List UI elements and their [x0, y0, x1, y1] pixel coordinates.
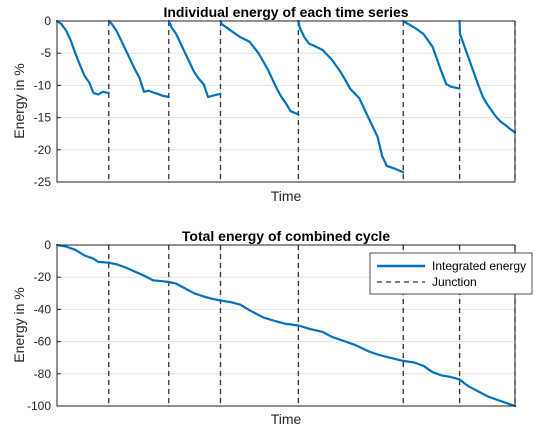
bottom-axes-box	[56, 244, 516, 407]
top-series	[55, 19, 517, 174]
bottom-chart-title: Total energy of combined cycle	[182, 228, 390, 244]
bottom-panel: Total energy of combined cycle -100 -80 -6…	[11, 228, 533, 427]
top-panel: Individual energy of each time series -2…	[11, 4, 517, 204]
y-tick-label: -100	[27, 399, 51, 413]
y-tick-label: 0	[44, 238, 51, 252]
energy-series-line	[458, 19, 517, 134]
energy-series-line	[167, 19, 222, 99]
legend-label-integrated-energy: Integrated energy	[432, 259, 526, 273]
y-tick-label: -10	[34, 78, 52, 92]
bottom-y-label: Energy in %	[11, 287, 27, 362]
bottom-series	[55, 243, 517, 408]
legend: Integrated energy Junction	[369, 252, 533, 295]
top-axes-box	[56, 20, 516, 183]
energy-series-line	[402, 19, 461, 90]
legend-label-junction: Junction	[432, 275, 477, 289]
y-tick-label: -40	[34, 302, 52, 316]
bottom-y-ticks: -100 -80 -60 -40 -20 0	[27, 238, 61, 413]
energy-series-line	[107, 19, 170, 99]
top-x-label: Time	[271, 188, 302, 204]
bottom-x-label: Time	[271, 411, 302, 427]
y-tick-label: -60	[34, 335, 52, 349]
y-tick-label: -15	[34, 111, 52, 125]
legend-box	[369, 252, 533, 295]
top-grid	[57, 20, 516, 183]
energy-series-line	[55, 243, 517, 408]
energy-series-line	[297, 19, 405, 174]
y-tick-label: -20	[34, 270, 52, 284]
top-y-ticks: -25 -20 -15 -10 -5 0	[34, 14, 61, 189]
top-y-label: Energy in %	[11, 63, 27, 138]
top-chart-title: Individual energy of each time series	[163, 4, 408, 20]
y-tick-label: 0	[44, 14, 51, 28]
y-tick-label: -5	[40, 46, 51, 60]
energy-series-line	[219, 19, 300, 116]
y-tick-label: -80	[34, 367, 52, 381]
y-tick-label: -25	[34, 175, 52, 189]
energy-series-line	[55, 19, 110, 96]
y-tick-label: -20	[34, 143, 52, 157]
